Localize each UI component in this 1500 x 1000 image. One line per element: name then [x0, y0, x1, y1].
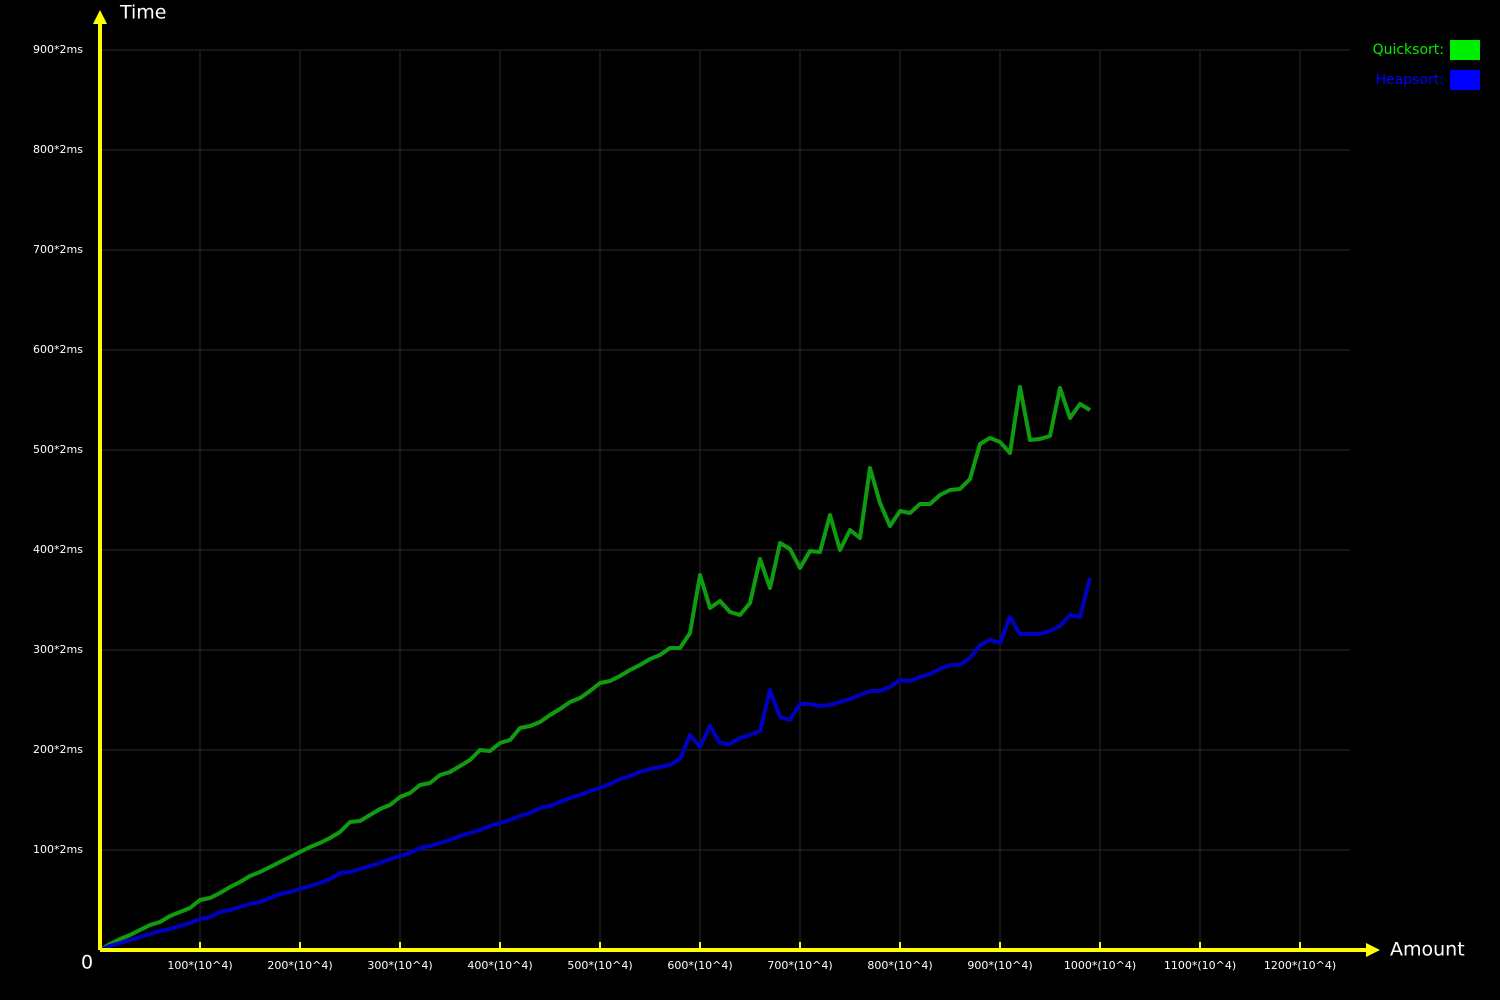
legend-swatch: [1450, 40, 1480, 60]
legend-swatch: [1450, 70, 1480, 90]
x-axis-title: Amount: [1390, 939, 1465, 961]
x-tick-label: 1000*(10^4): [1064, 959, 1136, 972]
series-line: [98, 385, 1092, 952]
grid: [100, 49, 1350, 950]
y-tick-label: 300*2ms: [33, 643, 83, 656]
x-tick-label: 600*(10^4): [667, 959, 732, 972]
y-tick-label: 500*2ms: [33, 443, 83, 456]
y-tick-label: 600*2ms: [33, 343, 83, 356]
x-tick-label: 1100*(10^4): [1164, 959, 1236, 972]
x-tick-label: 400*(10^4): [467, 959, 532, 972]
y-axis-title: Time: [119, 2, 167, 24]
x-tick-label: 300*(10^4): [367, 959, 432, 972]
plot-area: [98, 385, 1092, 952]
x-tick-label: 500*(10^4): [567, 959, 632, 972]
x-axis-arrow: [1366, 943, 1380, 957]
y-tick-label: 900*2ms: [33, 43, 83, 56]
y-tick-label: 100*2ms: [33, 843, 83, 856]
y-tick-label: 200*2ms: [33, 743, 83, 756]
x-tick-label: 800*(10^4): [867, 959, 932, 972]
legend: Quicksort: Heapsort:: [1373, 40, 1480, 90]
x-tick-label: 700*(10^4): [767, 959, 832, 972]
x-tick-label: 100*(10^4): [167, 959, 232, 972]
series-line: [99, 577, 1092, 952]
legend-label: Heapsort:: [1376, 72, 1444, 88]
legend-label: Quicksort:: [1373, 42, 1444, 58]
x-tick-label: 1200*(10^4): [1264, 959, 1336, 972]
x-tick-label: 200*(10^4): [267, 959, 332, 972]
origin-label: 0: [81, 952, 93, 974]
y-axis-arrow: [93, 10, 107, 24]
y-tick-label: 400*2ms: [33, 543, 83, 556]
y-tick-label: 700*2ms: [33, 243, 83, 256]
x-tick-label: 900*(10^4): [967, 959, 1032, 972]
y-tick-label: 800*2ms: [33, 143, 83, 156]
